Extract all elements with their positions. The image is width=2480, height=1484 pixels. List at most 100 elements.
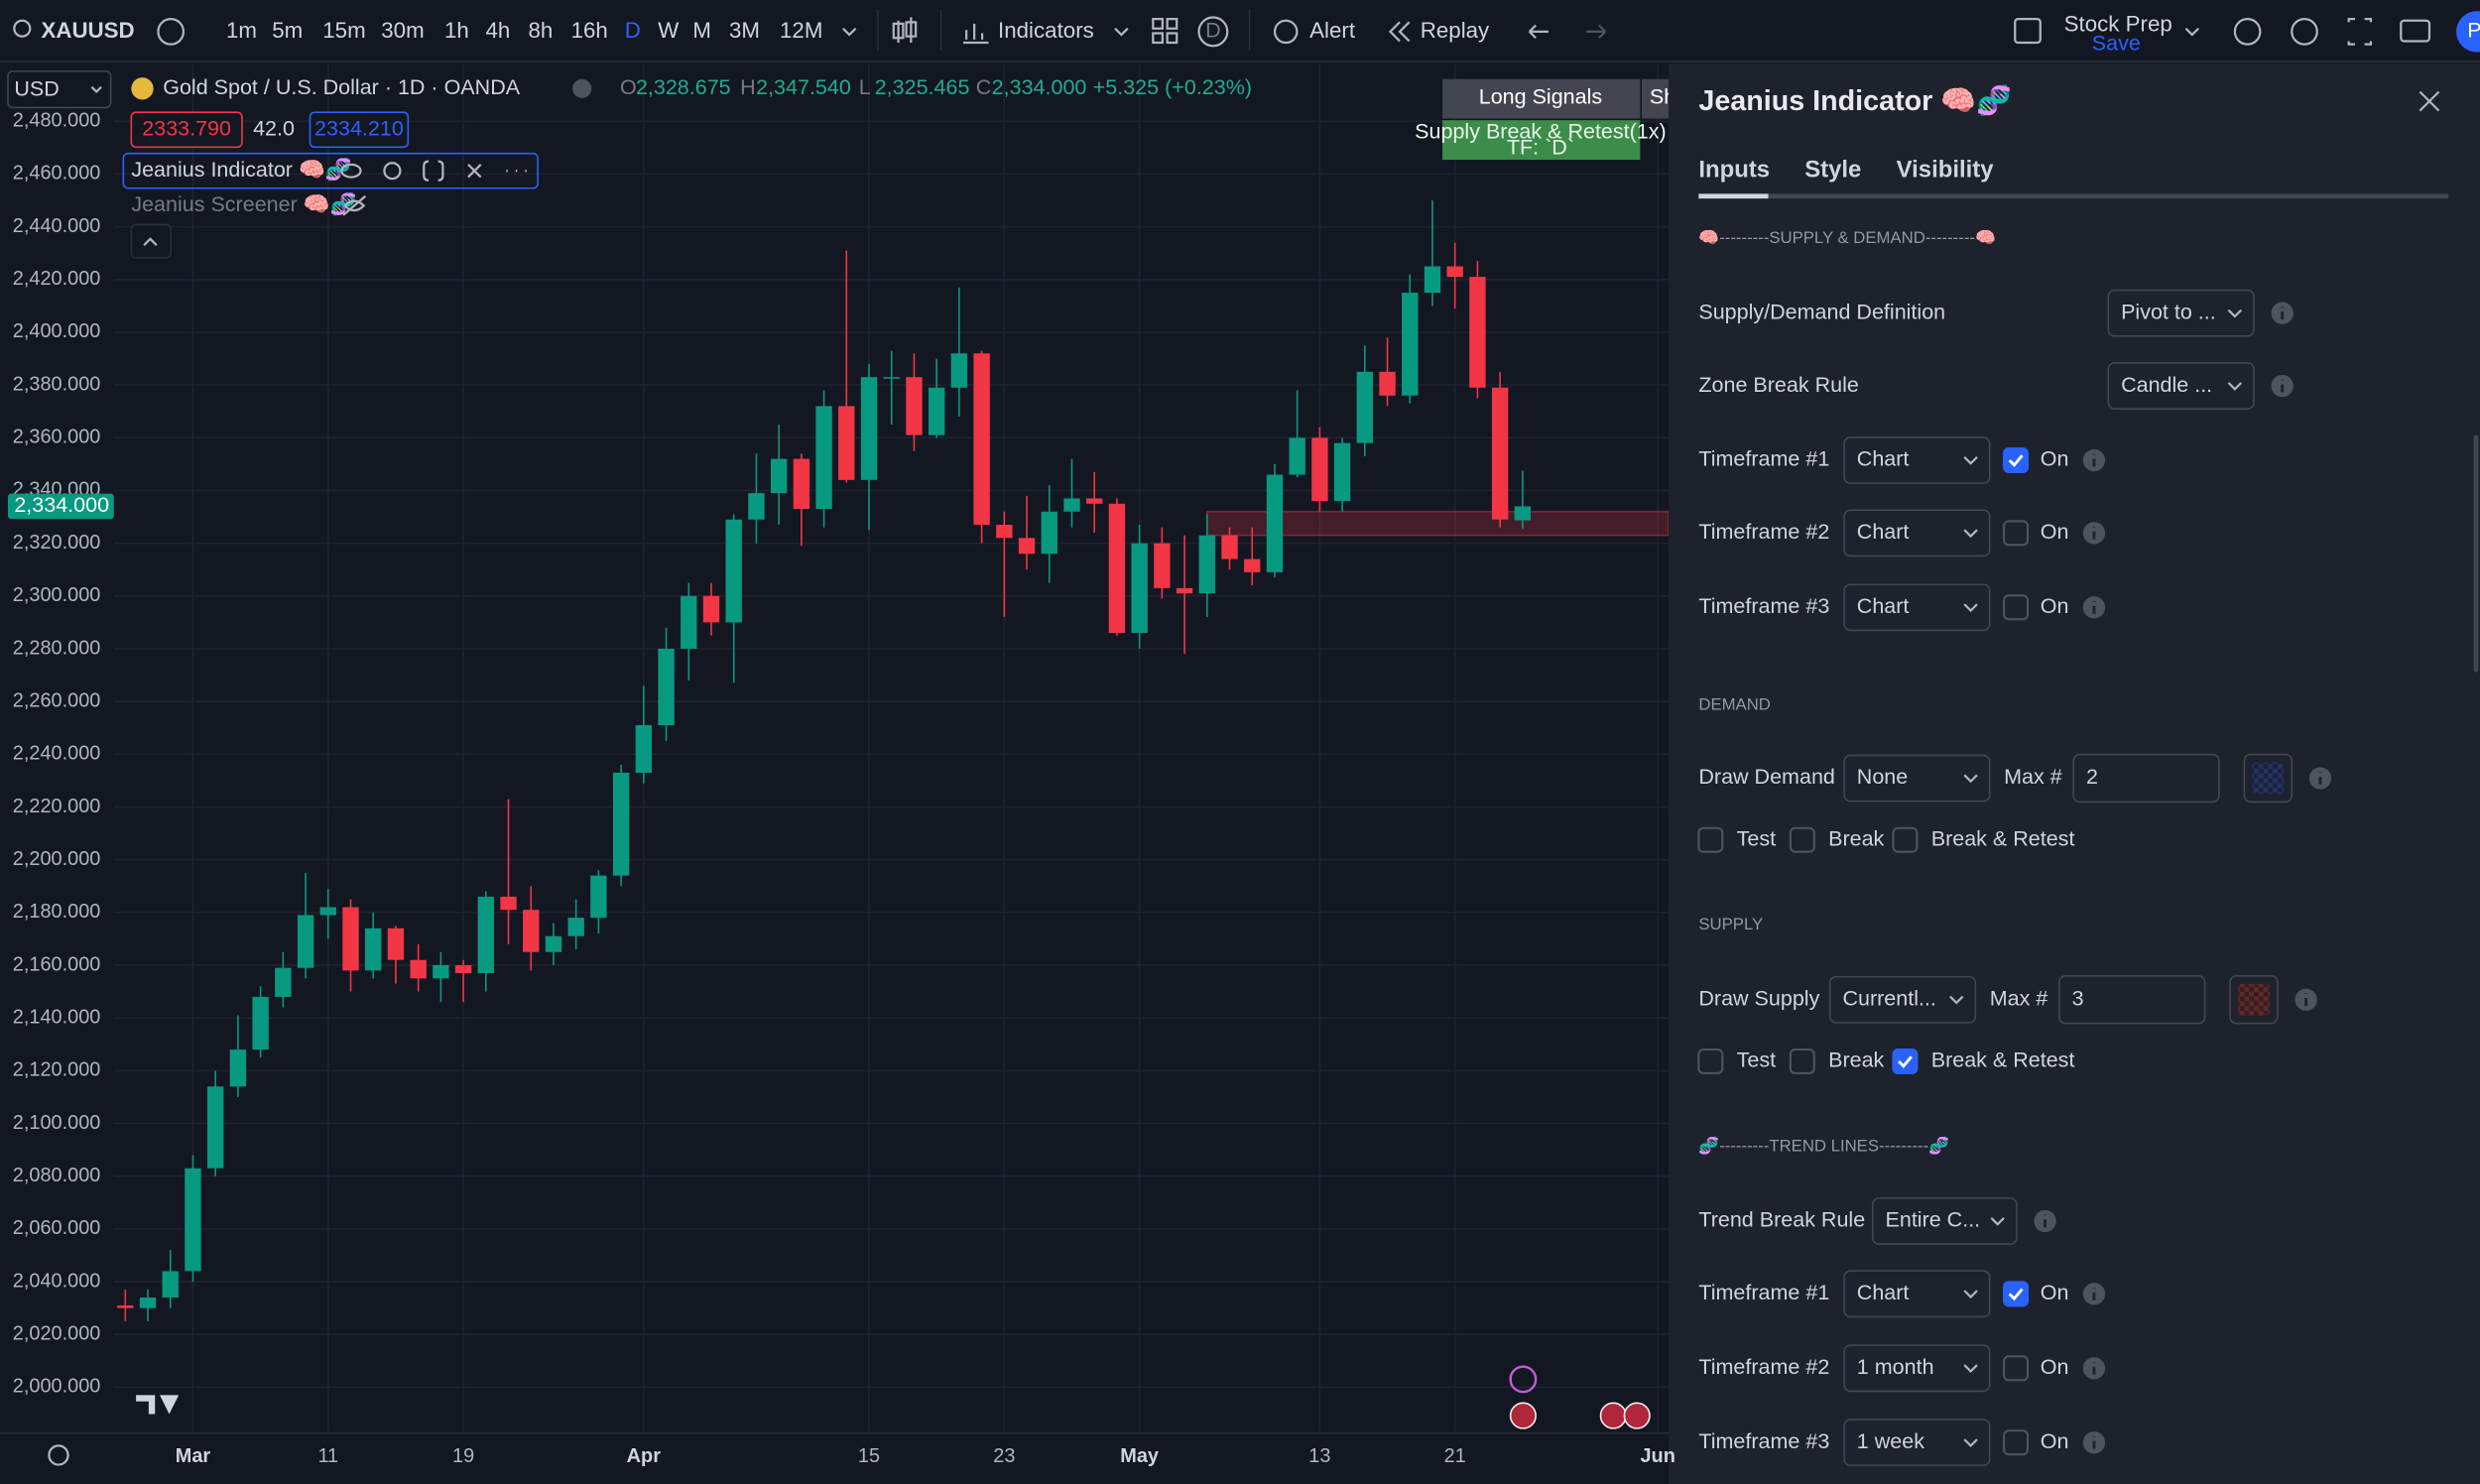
stock-prep[interactable]: Stock Prep <box>2064 11 2172 36</box>
eye-icon[interactable] <box>340 163 362 179</box>
hidden-icon[interactable] <box>342 194 367 216</box>
number-input[interactable] <box>2058 975 2206 1025</box>
ask[interactable]: 2334.210 <box>314 116 404 140</box>
dropdown-value[interactable]: None <box>1857 765 1908 789</box>
checkbox[interactable] <box>2003 520 2030 547</box>
dropdown-value[interactable]: 1 month <box>1857 1355 1934 1379</box>
remove-icon[interactable] <box>467 164 482 179</box>
screenshot-icon[interactable] <box>2400 19 2431 43</box>
dropdown-value[interactable]: Chart <box>1857 520 1910 544</box>
checkbox[interactable] <box>1892 826 1919 853</box>
dropdown-value[interactable]: Candle ... <box>2121 373 2212 397</box>
interval[interactable]: 12M <box>780 18 822 43</box>
tab[interactable]: Visibility <box>1897 157 1995 184</box>
settings-icon[interactable] <box>2291 18 2318 46</box>
checkbox[interactable] <box>1789 1048 1815 1074</box>
collapse-icon[interactable] <box>572 78 592 98</box>
fullscreen-icon[interactable] <box>2347 18 2373 46</box>
dropdown[interactable] <box>1843 1270 1991 1318</box>
dropdown-value[interactable]: Chart <box>1857 1281 1910 1304</box>
number-value[interactable]: 2 <box>2086 765 2098 789</box>
interval[interactable]: M <box>692 18 711 43</box>
alert[interactable]: Alert <box>1309 18 1356 43</box>
tab[interactable]: Inputs <box>1698 157 1770 184</box>
number-value[interactable]: 3 <box>2072 986 2084 1010</box>
undo[interactable] <box>1528 24 1549 40</box>
chevron[interactable] <box>1114 27 1129 37</box>
chevron[interactable] <box>90 85 102 94</box>
dropdown[interactable] <box>2107 362 2255 410</box>
chevron[interactable] <box>1963 1290 1978 1299</box>
event-flag[interactable] <box>1623 1402 1651 1429</box>
interval[interactable]: 15m <box>322 18 365 43</box>
checkbox[interactable] <box>1892 1048 1919 1074</box>
checkbox[interactable] <box>2003 1281 2030 1307</box>
dropdown-value[interactable]: Chart <box>1857 594 1910 618</box>
chevron[interactable] <box>1963 1364 1978 1374</box>
chevron[interactable] <box>2227 382 2243 391</box>
add-symbol[interactable] <box>157 18 186 46</box>
indicator-box[interactable] <box>122 152 539 189</box>
icon[interactable] <box>2233 18 2262 46</box>
checkbox[interactable] <box>1789 826 1815 853</box>
dropdown-value[interactable]: 1 week <box>1857 1429 1924 1453</box>
chevron[interactable] <box>1963 1438 1978 1447</box>
dropdown-value[interactable]: Entire C... <box>1886 1208 1981 1232</box>
interval[interactable]: 16h <box>571 18 608 43</box>
interval[interactable]: W <box>658 18 679 43</box>
interval-active[interactable]: D <box>625 18 641 43</box>
close-button[interactable] <box>2418 90 2440 112</box>
event-icon[interactable] <box>1509 1365 1538 1394</box>
number-input[interactable] <box>2072 753 2220 804</box>
currency[interactable]: USD <box>14 77 59 101</box>
replay[interactable]: Replay <box>1421 18 1490 43</box>
checkbox[interactable] <box>2003 1429 2030 1456</box>
checkbox[interactable] <box>1697 826 1724 853</box>
event-flag[interactable] <box>1509 1402 1537 1429</box>
dropdown[interactable] <box>1843 1419 1991 1467</box>
bid-box[interactable] <box>130 111 243 149</box>
alert-icon[interactable] <box>1273 19 1299 45</box>
interval[interactable]: 8h <box>529 18 554 43</box>
settings-icon[interactable] <box>383 162 402 181</box>
layout-square[interactable] <box>2014 18 2042 45</box>
dropdown[interactable] <box>1843 583 1991 632</box>
checkbox[interactable] <box>2003 1355 2030 1382</box>
event-flag[interactable] <box>1599 1402 1627 1429</box>
indicator-name[interactable]: Jeanius Indicator 🧠🧬 <box>131 156 351 183</box>
chevron[interactable] <box>1963 456 1978 465</box>
indicators[interactable]: Indicators <box>998 18 1094 43</box>
replay-icon[interactable] <box>1388 21 1411 43</box>
ask-box[interactable] <box>309 111 410 149</box>
dropdown[interactable] <box>1843 436 1991 484</box>
dropdown[interactable] <box>1843 1344 1991 1393</box>
bid[interactable]: 2333.790 <box>142 116 231 140</box>
chevron[interactable] <box>1990 1217 2005 1226</box>
interval[interactable]: 30m <box>381 18 424 43</box>
currency-box[interactable] <box>7 69 112 109</box>
chevron[interactable] <box>1949 995 1964 1005</box>
scrollbar[interactable] <box>2473 434 2479 673</box>
screener-name[interactable]: Jeanius Screener 🧠🧬 <box>131 190 356 217</box>
indicators-icon[interactable] <box>962 23 989 45</box>
layout-badge-circle[interactable] <box>1197 16 1229 48</box>
dropdown[interactable] <box>1828 975 1977 1024</box>
dropdown[interactable] <box>1871 1197 2018 1245</box>
checkbox[interactable] <box>2003 594 2030 621</box>
chevron[interactable] <box>842 27 857 37</box>
dropdown[interactable] <box>1843 754 1991 803</box>
interval[interactable]: 1m <box>226 18 257 43</box>
checkbox[interactable] <box>2003 447 2030 474</box>
dropdown[interactable] <box>2107 289 2255 337</box>
search-icon[interactable] <box>13 19 32 38</box>
dropdown-value[interactable]: Currentl... <box>1842 986 1935 1010</box>
layout-icon[interactable] <box>1152 18 1178 45</box>
interval[interactable]: 1h <box>444 18 469 43</box>
chevron[interactable] <box>1963 529 1978 539</box>
interval[interactable]: 5m <box>272 18 303 43</box>
source-icon[interactable] <box>423 160 444 182</box>
tab[interactable]: Style <box>1804 157 1861 184</box>
chevron[interactable] <box>1963 774 1978 784</box>
checkbox[interactable] <box>1697 1048 1724 1074</box>
chart-type-icon[interactable] <box>892 17 918 44</box>
